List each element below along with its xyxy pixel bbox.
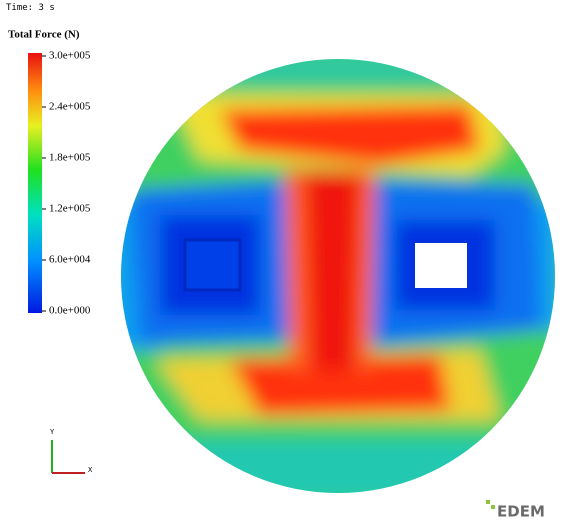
y-axis-label: Y — [50, 428, 55, 436]
colorbar-tick-label: 6.0e+004 — [49, 254, 91, 266]
colorbar-tick-label: 2.4e+005 — [49, 101, 91, 113]
force-field — [121, 59, 555, 493]
logo-mark — [491, 505, 495, 509]
time-label: Time: 3 s — [6, 3, 55, 13]
logo: EDEM — [497, 503, 545, 521]
x-axis-label: X — [88, 466, 93, 474]
logo-mark — [486, 500, 490, 504]
colorbar — [28, 53, 42, 313]
legend-title: Total Force (N) — [8, 29, 80, 41]
colorbar-tick-label: 3.0e+005 — [49, 50, 91, 62]
colorbar-tick-label: 0.0e+000 — [49, 305, 91, 317]
colorbar-tick-label: 1.8e+005 — [49, 152, 91, 164]
colorbar-tick-label: 1.2e+005 — [49, 203, 91, 215]
